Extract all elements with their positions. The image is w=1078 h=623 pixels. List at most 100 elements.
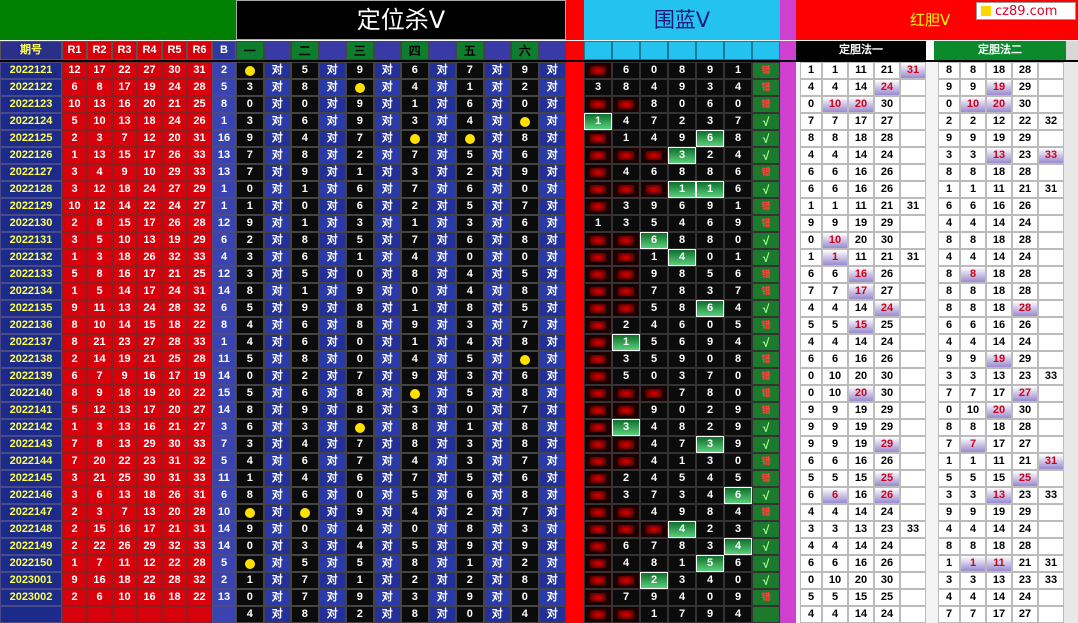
method2-cell [1038,317,1064,334]
blue-set-cell: 3 [668,368,696,385]
blue-hit-cell: 6 [640,232,668,249]
blue-set-cell: 4 [612,113,640,130]
kill-number-cell: 0 [291,198,319,215]
blue-set-cell: 4 [696,487,724,504]
red-ball-cell: 28 [162,572,187,589]
kill-number-cell: 6 [511,368,539,385]
red-ball-cell: 17 [87,62,112,79]
red-strip [566,470,584,487]
edge-cell [1064,113,1078,130]
kill-number-cell: 6 [456,96,484,113]
red-ball-cell: 17 [137,215,162,232]
method2-cell: 19 [986,504,1012,521]
method1-cell: 24 [874,606,900,623]
red-box-icon [590,389,606,398]
blue-set-cell: 9 [696,334,724,351]
method2-cell: 7 [960,385,986,402]
red-ball-cell: 14 [112,283,137,300]
blue-set-cell: 9 [696,606,724,623]
method2-cell: 26 [1012,198,1038,215]
kill-number-cell: 3 [236,436,264,453]
kill-number-cell: 8 [401,419,429,436]
method1-cell: 4 [822,606,848,623]
magenta-strip [780,283,796,300]
method1-cell: 16 [848,351,874,368]
red-box-icon [584,198,612,215]
red-ball-cell: 1 [62,419,87,436]
blue-set-cell: 5 [696,266,724,283]
method1-cell: 16 [848,453,874,470]
kill-number-cell: 5 [456,198,484,215]
red-ball-cell: 18 [162,589,187,606]
method2-cell: 8 [938,232,960,249]
red-ball-cell: 31 [187,487,212,504]
method1-cell: 6 [822,351,848,368]
logo-badge[interactable]: cz89.com [976,2,1076,20]
kill-number-cell: 1 [401,96,429,113]
blue-set-cell: 3 [668,572,696,589]
method1-hit-cell: 26 [874,487,900,504]
edge-cell [1064,96,1078,113]
kill-number-cell: 4 [236,334,264,351]
correct-label: 对 [428,555,456,572]
kill-number-cell: 4 [401,504,429,521]
method1-cell: 26 [874,555,900,572]
red-ball-cell [87,606,112,623]
red-box-icon [640,385,668,402]
yellow-dot-icon [519,354,530,365]
method1-cell: 33 [900,521,926,538]
correct-label: 对 [483,572,511,589]
correct-label: 对 [538,317,566,334]
correct-label: 对 [373,232,401,249]
red-box-icon [618,457,634,466]
method1-hit-cell: 15 [848,317,874,334]
red-ball-cell: 13 [112,300,137,317]
red-ball-cell: 22 [137,572,162,589]
method1-cell: 6 [822,555,848,572]
method1-cell: 6 [800,555,822,572]
method2-cell: 18 [986,232,1012,249]
blue-ball-cell: 6 [212,487,236,504]
hit-yellow-dot-icon [236,62,264,79]
method2-hit-cell: 7 [960,436,986,453]
method1-cell: 14 [848,147,874,164]
correct-label: 对 [373,266,401,283]
red-ball-cell: 16 [112,266,137,283]
kill-number-cell: 6 [401,62,429,79]
method2-cell: 28 [1012,62,1038,79]
method2-cell: 28 [1012,232,1038,249]
method2-cell: 4 [938,334,960,351]
correct-label: 对 [483,164,511,181]
correct-label: 对 [373,164,401,181]
red-ball-cell: 18 [112,181,137,198]
correct-label: 对 [318,436,346,453]
edge-cell [1064,198,1078,215]
correct-label: 对 [538,351,566,368]
method1-cell: 8 [800,130,822,147]
red-ball-cell: 2 [62,521,87,538]
correct-label: 对 [263,419,291,436]
kill-number-cell: 1 [456,79,484,96]
method1-cell: 14 [848,334,874,351]
kill-number-cell: 6 [511,215,539,232]
method2-cell: 14 [986,334,1012,351]
edge-cell [1064,453,1078,470]
red-box-icon [618,440,634,449]
check-icon: √ [752,334,780,351]
correct-label: 对 [318,96,346,113]
method2-cell: 1 [938,555,960,572]
red-ball-cell: 2 [62,589,87,606]
method1-cell: 9 [822,402,848,419]
kill-number-cell: 8 [291,606,319,623]
kill-number-cell: 1 [401,215,429,232]
blue-set-cell: 3 [584,79,612,96]
method2-cell: 9 [960,130,986,147]
kill-number-cell: 2 [456,572,484,589]
blue-set-cell: 6 [724,266,752,283]
method2-cell [1038,130,1064,147]
correct-label: 对 [483,606,511,623]
header-position-gap [428,41,456,60]
red-strip [566,402,584,419]
kill-number-cell: 8 [291,147,319,164]
magenta-strip [780,521,796,538]
